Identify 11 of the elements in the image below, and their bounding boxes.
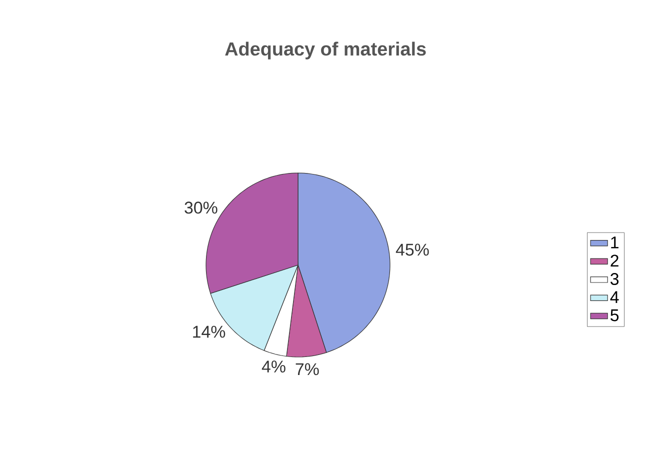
data-label: 4% [262,360,286,372]
data-label: 45% [396,244,429,256]
legend-label: 5 [610,309,619,322]
legend-label: 4 [610,291,619,303]
legend-label: 3 [610,273,619,286]
data-label: 30% [184,202,218,214]
legend-label: 2 [610,254,618,267]
chart-title: Adequacy of materials [225,42,426,60]
legend-label: 1 [611,236,618,248]
data-label: 14% [193,326,226,338]
data-label: 7% [296,363,319,376]
